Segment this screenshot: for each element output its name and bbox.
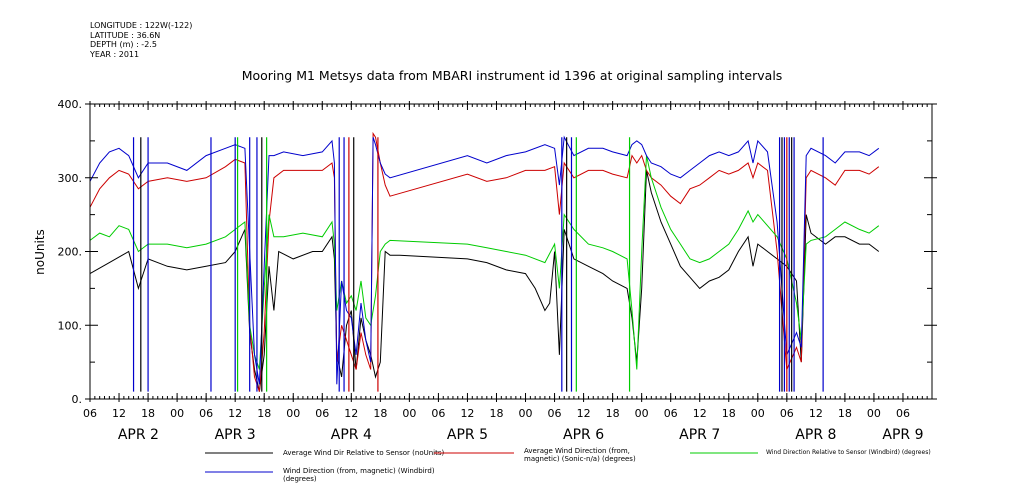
x-tick-label: 00 xyxy=(751,407,765,420)
y-tick-label: 100. xyxy=(58,319,83,332)
x-tick-label: 06 xyxy=(548,407,562,420)
x-tick-label: 06 xyxy=(664,407,678,420)
y-tick-label: 300. xyxy=(58,172,83,185)
day-label: APR 7 xyxy=(679,427,720,443)
series-line-3 xyxy=(90,135,880,385)
chart-title: Mooring M1 Metsys data from MBARI instru… xyxy=(242,68,783,83)
x-tick-label: 00 xyxy=(519,407,533,420)
depth-label: DEPTH (m) : -2.5 xyxy=(90,40,157,49)
day-label: APR 2 xyxy=(118,427,159,443)
day-label: APR 4 xyxy=(331,427,372,443)
x-tick-label: 12 xyxy=(809,407,823,420)
x-tick-label: 00 xyxy=(286,407,300,420)
x-tick-label: 18 xyxy=(606,407,620,420)
x-tick-label: 12 xyxy=(344,407,358,420)
y-tick-label: 0. xyxy=(72,393,83,406)
x-tick-label: 00 xyxy=(635,407,649,420)
x-tick-label: 00 xyxy=(867,407,881,420)
legend-label-2: Wind Direction Relative to Sensor (Windb… xyxy=(766,449,931,456)
metadata-block: LONGITUDE : 122W(-122) LATITUDE : 36.6N … xyxy=(90,21,192,59)
y-axis-label: noUnits xyxy=(33,229,47,275)
x-tick-label: 06 xyxy=(199,407,213,420)
x-tick-label: 06 xyxy=(896,407,910,420)
x-tick-label: 12 xyxy=(228,407,242,420)
latitude-label: LATITUDE : 36.6N xyxy=(90,30,161,40)
legend-label-3: Wind Direction (from, magnetic) (Windbir… xyxy=(283,467,435,483)
x-tick-label: 18 xyxy=(489,407,503,420)
x-tick-label: 12 xyxy=(577,407,591,420)
legend-label-1: Average Wind Direction (from, magnetic) … xyxy=(524,447,636,463)
x-tick-label: 12 xyxy=(460,407,474,420)
x-tick-label: 12 xyxy=(112,407,126,420)
day-label: APR 6 xyxy=(563,427,604,443)
x-tick-label: 00 xyxy=(402,407,416,420)
x-tick-label: 18 xyxy=(257,407,271,420)
x-tick-label: 18 xyxy=(373,407,387,420)
x-tick-label: 06 xyxy=(431,407,445,420)
series-line-0 xyxy=(90,170,880,392)
day-label: APR 8 xyxy=(795,427,836,443)
series-line-1 xyxy=(90,131,880,392)
x-tick-label: 18 xyxy=(722,407,736,420)
day-label: APR 5 xyxy=(447,427,488,443)
y-tick-label: 400. xyxy=(58,98,83,111)
y-tick-label: 200. xyxy=(58,246,83,259)
longitude-label: LONGITUDE : 122W(-122) xyxy=(90,21,193,30)
x-tick-label: 06 xyxy=(780,407,794,420)
legend-label-0: Average Wind Dir Relative to Sensor (noU… xyxy=(283,449,445,457)
plot-frame xyxy=(89,103,933,400)
day-label: APR 3 xyxy=(215,427,256,443)
x-tick-label: 18 xyxy=(838,407,852,420)
x-tick-label: 06 xyxy=(315,407,329,420)
day-label: APR 9 xyxy=(882,427,923,443)
x-tick-label: 12 xyxy=(693,407,707,420)
year-label: YEAR : 2011 xyxy=(90,49,140,59)
x-tick-label: 00 xyxy=(170,407,184,420)
x-tick-label: 18 xyxy=(141,407,155,420)
x-tick-label: 06 xyxy=(83,407,97,420)
